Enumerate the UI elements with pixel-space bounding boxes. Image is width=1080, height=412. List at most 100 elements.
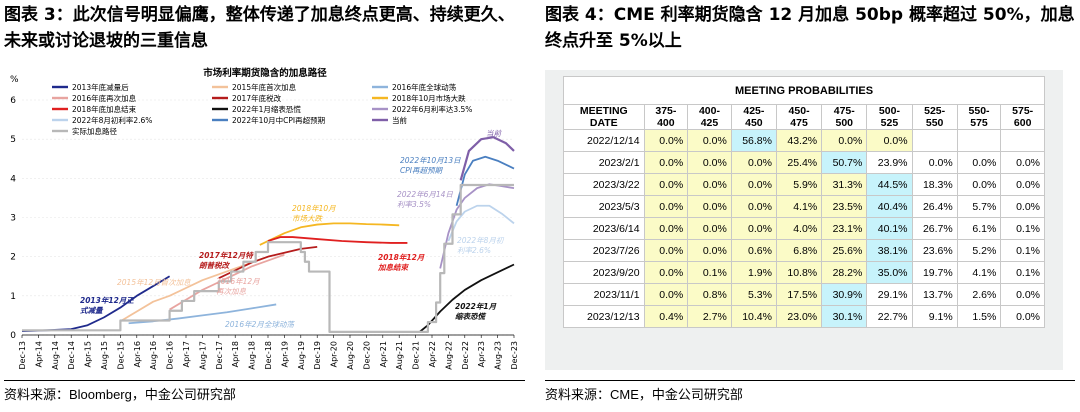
meeting-probabilities-panel: MEETING PROBABILITIES MEETING DATE 375-40… bbox=[545, 70, 1063, 370]
series-line-5 bbox=[259, 222, 400, 246]
table-row: 2023/2/1 0.0% 0.0% 0.0% 25.4% 50.7% 23.9% 0.0% 0… bbox=[563, 151, 1045, 174]
probability-cell: 1.9% bbox=[730, 261, 777, 284]
x-tick-label: Aug-14 bbox=[51, 341, 60, 370]
annotation-label: 加息结束 bbox=[377, 263, 409, 272]
left-source-note: 资料来源：Bloomberg，中金公司研究部 bbox=[4, 387, 236, 402]
meeting-date-cell: 2023/9/20 bbox=[563, 261, 645, 284]
x-tick-label: Apr-20 bbox=[330, 341, 339, 367]
x-tick-label: Dec-16 bbox=[166, 341, 175, 370]
column-header: 575-600 bbox=[1000, 104, 1045, 130]
probability-cell: 0.1% bbox=[1000, 239, 1045, 262]
legend-label: 2018年10月市场大跌 bbox=[392, 93, 466, 103]
probability-cell: 56.8% bbox=[730, 129, 777, 152]
x-tick-label: Apr-18 bbox=[231, 341, 240, 367]
probability-cell: 23.6% bbox=[911, 239, 958, 262]
probability-cell: 23.9% bbox=[866, 151, 913, 174]
rate-path-chart: 市场利率期货隐含的加息路径 % 0 1 2 3 4 5 6 Dec-13 Apr-14 Aug-1… bbox=[10, 67, 519, 370]
probability-cell: 5.3% bbox=[730, 283, 777, 306]
probability-cell: 6.8% bbox=[775, 239, 823, 262]
probability-cell: 26.7% bbox=[911, 217, 958, 240]
annotation-label: 当前 bbox=[486, 129, 502, 138]
x-tick-label: Aug-20 bbox=[346, 341, 355, 370]
x-tick-label: Dec-17 bbox=[215, 341, 224, 370]
y-tick-label: 6 bbox=[10, 96, 16, 106]
table-caption: MEETING PROBABILITIES bbox=[563, 76, 1045, 105]
probability-cell: 0.0% bbox=[1000, 283, 1045, 306]
probability-cell: 4.1% bbox=[956, 261, 1002, 284]
column-header: 375-400 bbox=[643, 104, 689, 130]
x-tick-label: Apr-17 bbox=[182, 341, 191, 367]
probability-cell: 0.0% bbox=[687, 217, 732, 240]
probability-cell: 26.4% bbox=[911, 195, 958, 218]
table-row: 2023/7/26 0.0% 0.0% 0.6% 6.8% 25.6% 38.1% 23.6%… bbox=[563, 239, 1045, 262]
probability-cell: 17.5% bbox=[775, 283, 823, 306]
probability-cell: 38.1% bbox=[866, 239, 913, 262]
legend-label: 当前 bbox=[392, 115, 407, 125]
probability-cell bbox=[1000, 129, 1045, 152]
probability-cell: 0.0% bbox=[1000, 151, 1045, 174]
probability-cell: 43.2% bbox=[775, 129, 823, 152]
probability-cell: 0.0% bbox=[643, 283, 689, 306]
column-header: MEETING DATE bbox=[563, 104, 645, 130]
x-tick-label: Aug-23 bbox=[494, 341, 503, 370]
y-tick-label: 0 bbox=[10, 331, 16, 341]
annotation-label: 式减量 bbox=[80, 306, 104, 315]
probability-cell: 0.0% bbox=[821, 129, 868, 152]
annotation-label: 2018年10月 bbox=[292, 204, 336, 213]
legend-label: 实际加息路径 bbox=[72, 126, 117, 136]
probability-cell: 30.1% bbox=[821, 305, 868, 328]
probability-cell: 18.3% bbox=[911, 173, 958, 196]
annotation-label: 2017年12月特 bbox=[199, 251, 254, 260]
left-figure-title: 图表 3：此次信号明显偏鹰，整体传递了加息终点更高、持续更久、未来或讨论退坡的三… bbox=[4, 5, 515, 51]
x-tick-label: Aug-19 bbox=[297, 341, 306, 370]
probability-cell: 1.5% bbox=[956, 305, 1002, 328]
meeting-date-cell: 2023/7/26 bbox=[563, 239, 645, 262]
probability-cell: 13.7% bbox=[911, 283, 958, 306]
right-source-note: 资料来源：CME，中金公司研究部 bbox=[545, 387, 743, 402]
annotation-label: 朗普税改 bbox=[199, 261, 230, 270]
table-header-row: MEETING DATE 375-400 400-425 425-450 450-475… bbox=[563, 104, 1045, 130]
column-header: 475-500 bbox=[821, 104, 868, 130]
annotation-label: 2016年2月全球动荡 bbox=[225, 320, 295, 329]
legend-label: 2022年10月中CPI再超预期 bbox=[232, 115, 325, 125]
probability-cell: 25.6% bbox=[821, 239, 868, 262]
annotation-label: 2015年12月首次加息 bbox=[117, 278, 191, 287]
probability-cell bbox=[956, 129, 1002, 152]
annotation-label: 2022年6月14日 bbox=[397, 190, 453, 199]
series-line-11 bbox=[459, 136, 515, 181]
probability-cell: 0.0% bbox=[911, 151, 958, 174]
left-source-rule bbox=[4, 380, 525, 381]
meeting-date-cell: 2023/12/13 bbox=[563, 305, 645, 328]
meeting-date-cell: 2023/5/3 bbox=[563, 195, 645, 218]
legend-label: 2013年底减量后 bbox=[72, 82, 129, 92]
meeting-date-cell: 2023/2/1 bbox=[563, 151, 645, 174]
probability-cell: 0.1% bbox=[687, 261, 732, 284]
probability-cell: 19.7% bbox=[911, 261, 958, 284]
series-line-12 bbox=[22, 183, 514, 333]
legend-label: 2016年底再次加息 bbox=[72, 93, 137, 103]
probability-cell: 30.9% bbox=[821, 283, 868, 306]
probability-cell: 28.2% bbox=[821, 261, 868, 284]
probability-cell: 0.0% bbox=[687, 151, 732, 174]
probability-cell: 0.1% bbox=[1000, 217, 1045, 240]
series-line-6 bbox=[267, 236, 408, 244]
probability-cell: 22.7% bbox=[866, 305, 913, 328]
probability-cell: 0.0% bbox=[687, 173, 732, 196]
table-row: 2023/3/22 0.0% 0.0% 0.0% 5.9% 31.3% 44.5% 18.3%… bbox=[563, 173, 1045, 196]
x-tick-label: Dec-21 bbox=[412, 341, 421, 370]
probability-cell: 44.5% bbox=[866, 173, 913, 196]
series-line-3 bbox=[169, 253, 285, 311]
x-tick-label: Aug-16 bbox=[149, 341, 158, 370]
y-unit-label: % bbox=[10, 75, 19, 85]
column-header: 450-475 bbox=[775, 104, 823, 130]
probability-cell: 35.0% bbox=[866, 261, 913, 284]
probability-cell: 40.1% bbox=[866, 217, 913, 240]
legend-label: 2022年1月缩表恐慌 bbox=[232, 104, 301, 114]
column-header: 550-575 bbox=[956, 104, 1002, 130]
y-tick-label: 4 bbox=[10, 174, 16, 184]
probability-cell: 0.0% bbox=[730, 151, 777, 174]
meeting-date-cell: 2023/6/14 bbox=[563, 217, 645, 240]
probability-cell: 31.3% bbox=[821, 173, 868, 196]
probability-cell: 0.0% bbox=[643, 261, 689, 284]
